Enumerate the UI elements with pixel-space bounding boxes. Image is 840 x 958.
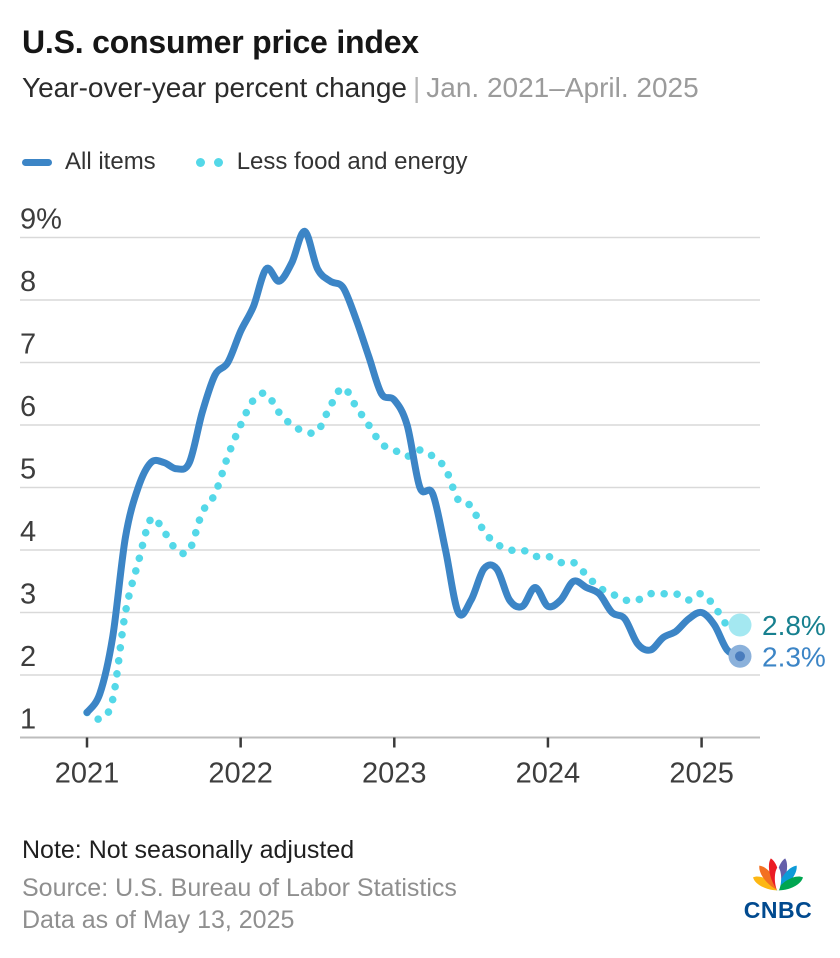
chart-as-of-date: Data as of May 13, 2025	[22, 906, 295, 934]
page-title: U.S. consumer price index	[22, 24, 419, 60]
cpi-line-chart: 9% 8 7 6 5 4 3 2 1 2021 2022 2023 2024 2025 2.8%2.3%	[20, 204, 826, 790]
core-end-label: 2.8%	[762, 610, 826, 641]
subtitle-separator: |	[412, 72, 421, 103]
legend-label-all-items: All items	[65, 148, 156, 175]
x-tick-label: 2022	[208, 758, 273, 790]
cnbc-wordmark: CNBC	[743, 897, 813, 923]
all-items-line	[83, 227, 744, 716]
y-tick-label: 7	[20, 329, 36, 361]
y-tick-label: 6	[20, 391, 36, 423]
x-tick-label: 2024	[516, 758, 581, 790]
y-tick-label: 3	[20, 579, 36, 611]
subtitle-date-range: Jan. 2021–April. 2025	[426, 72, 699, 103]
dot-icon	[213, 157, 223, 167]
core-end-dot	[728, 613, 752, 637]
all-items-line-swatch	[22, 158, 52, 166]
legend: All items Less food and energy	[22, 148, 468, 176]
all-items-end-dot-core	[735, 651, 745, 662]
y-tick-label: 9%	[20, 204, 62, 236]
y-tick-label: 1	[20, 704, 36, 736]
y-tick-label: 8	[20, 266, 36, 298]
cnbc-logo: CNBC	[736, 846, 820, 924]
y-tick-label: 2	[20, 641, 36, 673]
peacock-icon	[753, 858, 803, 893]
core-cpi-line	[83, 383, 744, 723]
legend-label-core: Less food and energy	[236, 148, 468, 175]
chart-note: Note: Not seasonally adjusted	[22, 836, 355, 864]
core-dots-swatch	[195, 157, 223, 167]
chart-source: Source: U.S. Bureau of Labor Statistics	[22, 874, 457, 902]
subtitle-measure: Year-over-year percent change	[22, 72, 407, 103]
y-tick-label: 5	[20, 454, 36, 486]
x-tick-label: 2021	[55, 758, 120, 790]
chart-subtitle: Year-over-year percent change | Jan. 2021–…	[22, 72, 699, 104]
all-items-end-label: 2.3%	[762, 641, 826, 672]
y-tick-label: 4	[20, 516, 36, 548]
dot-icon	[195, 157, 205, 167]
x-tick-label: 2025	[669, 758, 734, 790]
x-tick-label: 2023	[362, 758, 427, 790]
